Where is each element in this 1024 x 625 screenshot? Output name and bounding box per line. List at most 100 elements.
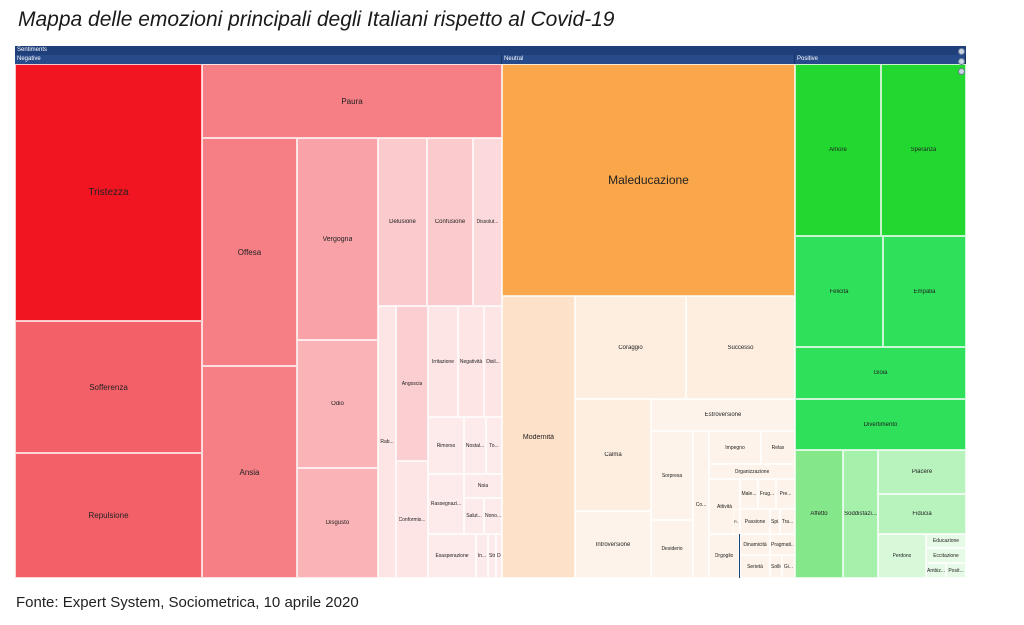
treemap-cell-dissolut[interactable]: Dissolut...: [473, 138, 502, 306]
treemap-cell-label: Empatia: [913, 288, 936, 295]
treemap-cell-male[interactable]: Male...: [740, 479, 758, 509]
treemap-cell-calma[interactable]: Calma: [575, 399, 651, 511]
treemap-cell-serietà[interactable]: Serietà: [740, 555, 770, 578]
treemap-cell-rab[interactable]: Rab...: [378, 306, 396, 578]
treemap-cell-diffi[interactable]: Diffi...: [496, 534, 502, 578]
treemap-cell-label: Affetto: [810, 511, 828, 517]
treemap-cell-label: Educazione: [932, 538, 960, 544]
treemap-cell-delusione[interactable]: Delusione: [378, 138, 427, 306]
treemap-cell-co[interactable]: Co...: [693, 431, 709, 578]
treemap-cell-label: Str...: [489, 553, 495, 559]
treemap-cell-angoscia[interactable]: Angoscia: [396, 306, 428, 461]
treemap-cell-coraggio[interactable]: Coraggio: [575, 296, 686, 399]
treemap-cell-felicità[interactable]: Felicità: [795, 236, 883, 347]
treemap-cell-conformis[interactable]: Conformis...: [396, 461, 428, 578]
treemap-cell-tra[interactable]: Tra...: [780, 509, 795, 534]
treemap-cell-label: Gioia: [873, 370, 888, 376]
treemap-cell-fiducia[interactable]: Fiducia: [878, 494, 966, 534]
treemap-cell-to[interactable]: To...: [486, 417, 502, 474]
treemap-cell-label: Calma: [604, 452, 622, 458]
treemap-cell-nono[interactable]: Nono...: [484, 498, 502, 534]
treemap-cell-dinamicità[interactable]: Dinamicità: [740, 534, 770, 555]
treemap-cell-salut[interactable]: Salut...: [464, 498, 484, 534]
treemap-cell-label: Sollievo: [771, 563, 781, 570]
treemap-cell-label: Rimorso: [436, 442, 456, 449]
zoom-in-icon[interactable]: [958, 48, 965, 55]
treemap-cell-in[interactable]: In...: [476, 534, 488, 578]
treemap-cell-relax[interactable]: Relax: [761, 431, 795, 464]
group-header-positive[interactable]: Positive: [795, 55, 966, 64]
treemap-cell-ambiz[interactable]: Ambiz...: [926, 563, 946, 578]
treemap-cell-perdono[interactable]: Perdono: [878, 534, 926, 578]
treemap-cell-impegno[interactable]: Impegno: [709, 431, 761, 464]
page-title: Mappa delle emozioni principali degli It…: [18, 8, 615, 31]
treemap-cell-piacere[interactable]: Piacere: [878, 450, 966, 494]
treemap-cell-label: Noia: [477, 483, 489, 489]
treemap-cell-repulsione[interactable]: Repulsione: [15, 453, 202, 578]
treemap-cell-spi[interactable]: Spi...: [770, 509, 780, 534]
treemap-cell-noia[interactable]: Noia: [464, 474, 502, 498]
treemap-cell-label: Odio: [331, 401, 344, 407]
treemap-cell-divertimento[interactable]: Divertimento: [795, 399, 966, 450]
treemap-cell-label: Male...: [741, 491, 757, 497]
treemap-cell-successo[interactable]: Successo: [686, 296, 795, 399]
treemap-cell-introversione[interactable]: Introversione: [575, 511, 651, 578]
treemap-cell-paura[interactable]: Paura: [202, 64, 502, 138]
treemap-cell-label: Rassegnazi...: [430, 501, 462, 507]
treemap-cell-eccitazione[interactable]: Eccitazione: [926, 548, 966, 563]
treemap-cell-passione[interactable]: Passione: [740, 509, 770, 534]
treemap-cell-disgusto[interactable]: Disgusto: [297, 468, 378, 578]
treemap-cell-educazione[interactable]: Educazione: [926, 534, 966, 548]
group-header-neutral[interactable]: Neutral: [502, 55, 795, 64]
treemap-cell-esasperazione[interactable]: Esasperazione: [428, 534, 476, 578]
source-caption: Fonte: Expert System, Sociometrica, 10 a…: [16, 594, 359, 611]
treemap-cell-pre[interactable]: Pre...: [776, 479, 795, 509]
treemap-cell-label: In...: [477, 553, 487, 559]
treemap-cell-pragmati[interactable]: Pragmati...: [770, 534, 795, 555]
treemap-cell-gi[interactable]: Gi...: [782, 555, 795, 578]
treemap-cell-maleducazione[interactable]: Maleducazione: [502, 64, 795, 296]
treemap-cell-sollievo[interactable]: Sollievo: [770, 555, 782, 578]
treemap-cell-desiderio[interactable]: Desiderio: [651, 520, 693, 578]
treemap-cell-str[interactable]: Str...: [488, 534, 496, 578]
treemap-cell-vergogna[interactable]: Vergogna: [297, 138, 378, 340]
treemap-cell-label: Felicità: [829, 288, 849, 295]
zoom-out-icon[interactable]: [958, 58, 965, 65]
treemap-cell-label: Posit...: [948, 567, 964, 574]
treemap-cell-speranza[interactable]: Speranza: [881, 64, 966, 236]
treemap-cell-label: Fiducia: [912, 511, 932, 517]
treemap-cell-label: To...: [489, 442, 499, 449]
treemap-cell-disil[interactable]: Disil...: [484, 306, 502, 417]
treemap-cell-gioia[interactable]: Gioia: [795, 347, 966, 399]
treemap-cell-sorpresa[interactable]: Sorpresa: [651, 431, 693, 520]
treemap-cell-label: Successo: [727, 344, 754, 351]
home-icon[interactable]: [958, 68, 965, 75]
treemap-cell-odio[interactable]: Odio: [297, 340, 378, 468]
treemap-cell-modernità[interactable]: Modernità: [502, 296, 575, 578]
treemap-cell-posit[interactable]: Posit...: [946, 563, 966, 578]
group-header-negative[interactable]: Negative: [15, 55, 502, 64]
treemap-cell-p[interactable]: P...: [733, 509, 740, 534]
treemap-cell-label: Angoscia: [401, 380, 423, 387]
treemap-cell-ansia[interactable]: Ansia: [202, 366, 297, 578]
treemap-cell-negatività[interactable]: Negatività: [458, 306, 484, 417]
treemap-cell-rimorso[interactable]: Rimorso: [428, 417, 464, 474]
treemap-cell-orgoglio[interactable]: Orgoglio: [709, 534, 739, 578]
treemap-cell-offesa[interactable]: Offesa: [202, 138, 297, 366]
treemap-cell-confusione[interactable]: Confusione: [427, 138, 473, 306]
treemap-cell-rassegnazi[interactable]: Rassegnazi...: [428, 474, 464, 534]
treemap-cell-soddisfazi[interactable]: Soddisfazi...: [843, 450, 878, 578]
treemap-cell-empatia[interactable]: Empatia: [883, 236, 966, 347]
treemap-cell-nostal[interactable]: Nostal...: [464, 417, 486, 474]
treemap-cell-organizzazione[interactable]: Organizzazione: [709, 464, 795, 479]
treemap-cell-label: Divertimento: [863, 421, 898, 428]
treemap-cell-label: Gi...: [783, 563, 794, 570]
treemap-cell-estroversione[interactable]: Estroversione: [651, 399, 795, 431]
treemap-cell-amore[interactable]: Amore: [795, 64, 881, 236]
treemap-root-header[interactable]: Sentiments: [15, 46, 966, 55]
treemap-cell-frug[interactable]: Frug...: [758, 479, 776, 509]
treemap-cell-tristezza[interactable]: Tristezza: [15, 64, 202, 321]
treemap-cell-sofferenza[interactable]: Sofferenza: [15, 321, 202, 453]
treemap-cell-irritazione[interactable]: Irritazione: [428, 306, 458, 417]
treemap-cell-affetto[interactable]: Affetto: [795, 450, 843, 578]
